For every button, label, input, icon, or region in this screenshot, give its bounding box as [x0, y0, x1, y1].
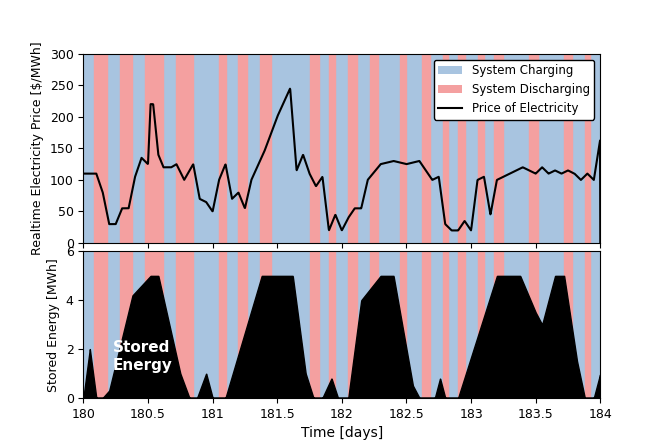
- Bar: [484, 54, 494, 243]
- Bar: [585, 54, 590, 243]
- Bar: [443, 252, 448, 398]
- Bar: [193, 54, 219, 243]
- Bar: [564, 54, 572, 243]
- Bar: [430, 54, 443, 243]
- Bar: [478, 252, 484, 398]
- Bar: [177, 252, 193, 398]
- Bar: [133, 54, 145, 243]
- Bar: [443, 54, 448, 243]
- Bar: [370, 252, 378, 398]
- Bar: [430, 252, 443, 398]
- Bar: [94, 252, 107, 398]
- Bar: [504, 54, 529, 243]
- Bar: [83, 252, 94, 398]
- Bar: [163, 54, 176, 243]
- Bar: [133, 252, 145, 398]
- Bar: [378, 252, 400, 398]
- Bar: [329, 54, 336, 243]
- Bar: [319, 54, 329, 243]
- Bar: [107, 54, 119, 243]
- Bar: [564, 252, 572, 398]
- Bar: [309, 54, 319, 243]
- Bar: [406, 54, 422, 243]
- Bar: [107, 252, 119, 398]
- Bar: [400, 54, 406, 243]
- Legend: System Charging, System Discharging, Price of Electricity: System Charging, System Discharging, Pri…: [434, 59, 594, 120]
- Bar: [119, 54, 133, 243]
- Bar: [585, 252, 590, 398]
- Bar: [572, 252, 585, 398]
- Bar: [271, 252, 309, 398]
- Bar: [238, 54, 247, 243]
- Bar: [572, 54, 585, 243]
- Bar: [225, 54, 238, 243]
- Y-axis label: Realtime Electricity Price [$/MWh]: Realtime Electricity Price [$/MWh]: [31, 42, 44, 255]
- Bar: [358, 54, 370, 243]
- Bar: [336, 54, 348, 243]
- Bar: [247, 54, 260, 243]
- Bar: [358, 252, 370, 398]
- Bar: [465, 54, 478, 243]
- Bar: [348, 54, 358, 243]
- Bar: [448, 252, 458, 398]
- Bar: [504, 252, 529, 398]
- Bar: [478, 54, 484, 243]
- Bar: [422, 252, 430, 398]
- Bar: [538, 54, 564, 243]
- Bar: [163, 252, 176, 398]
- Bar: [94, 54, 107, 243]
- Bar: [309, 252, 319, 398]
- Bar: [484, 252, 494, 398]
- Bar: [247, 252, 260, 398]
- Bar: [458, 252, 465, 398]
- Bar: [370, 54, 378, 243]
- Bar: [494, 54, 504, 243]
- Bar: [238, 252, 247, 398]
- Bar: [448, 54, 458, 243]
- Bar: [225, 252, 238, 398]
- Bar: [319, 252, 329, 398]
- X-axis label: Time [days]: Time [days]: [301, 426, 383, 440]
- Bar: [145, 54, 163, 243]
- Bar: [329, 252, 336, 398]
- Bar: [378, 54, 400, 243]
- Bar: [400, 252, 406, 398]
- Bar: [422, 54, 430, 243]
- Bar: [193, 252, 219, 398]
- Y-axis label: Stored Energy [MWh]: Stored Energy [MWh]: [47, 258, 60, 392]
- Bar: [590, 252, 600, 398]
- Bar: [538, 252, 564, 398]
- Bar: [219, 54, 225, 243]
- Bar: [529, 54, 538, 243]
- Bar: [145, 252, 163, 398]
- Bar: [260, 252, 271, 398]
- Bar: [494, 252, 504, 398]
- Bar: [119, 252, 133, 398]
- Bar: [406, 252, 422, 398]
- Bar: [219, 252, 225, 398]
- Bar: [529, 252, 538, 398]
- Bar: [177, 54, 193, 243]
- Bar: [465, 252, 478, 398]
- Bar: [83, 54, 94, 243]
- Bar: [590, 54, 600, 243]
- Bar: [458, 54, 465, 243]
- Bar: [336, 252, 348, 398]
- Bar: [271, 54, 309, 243]
- Text: Stored
Energy: Stored Energy: [113, 340, 173, 372]
- Bar: [260, 54, 271, 243]
- Bar: [348, 252, 358, 398]
